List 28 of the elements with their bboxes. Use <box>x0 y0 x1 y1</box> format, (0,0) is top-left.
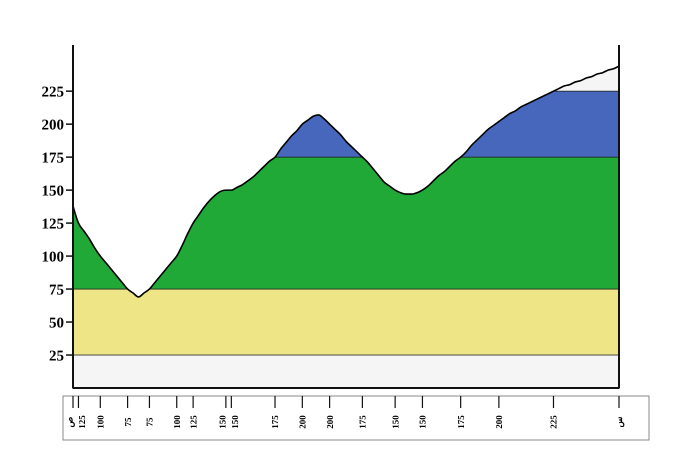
x-tick-label: 200 <box>494 414 504 429</box>
x-tick-label: 175 <box>456 414 466 429</box>
x-tick-label: 175 <box>270 414 280 429</box>
y-tick-label: 175 <box>42 150 64 166</box>
x-tick-label: ص <box>64 416 76 428</box>
x-tick-label: 200 <box>324 414 335 429</box>
x-tick-label: 75 <box>144 417 155 426</box>
x-tick-label: 100 <box>172 414 182 429</box>
x-tick-label: س <box>614 416 626 428</box>
x-tick-label: 225 <box>548 414 559 429</box>
y-tick-label: 125 <box>42 216 64 232</box>
y-tick-label: 225 <box>42 84 64 100</box>
x-tick-label: 150 <box>218 414 228 429</box>
y-tick-label: 50 <box>49 315 64 332</box>
x-tick-label: 125 <box>188 414 198 429</box>
y-tick-label: 100 <box>42 249 64 266</box>
x-tick-label: 200 <box>297 414 308 429</box>
y-tick-label: 150 <box>42 183 64 200</box>
x-tick-label: 150 <box>390 414 400 429</box>
y-tick-label: 75 <box>49 282 64 298</box>
x-tick-label: 75 <box>122 417 133 426</box>
y-tick-label: 200 <box>42 117 64 134</box>
x-tick-label: 150 <box>230 414 240 429</box>
y-tick-label: 25 <box>49 348 64 364</box>
x-tick-label: 125 <box>77 414 88 429</box>
x-tick-label: 150 <box>418 414 428 429</box>
x-tick-label: 175 <box>358 414 368 429</box>
x-tick-label: 100 <box>95 414 106 429</box>
